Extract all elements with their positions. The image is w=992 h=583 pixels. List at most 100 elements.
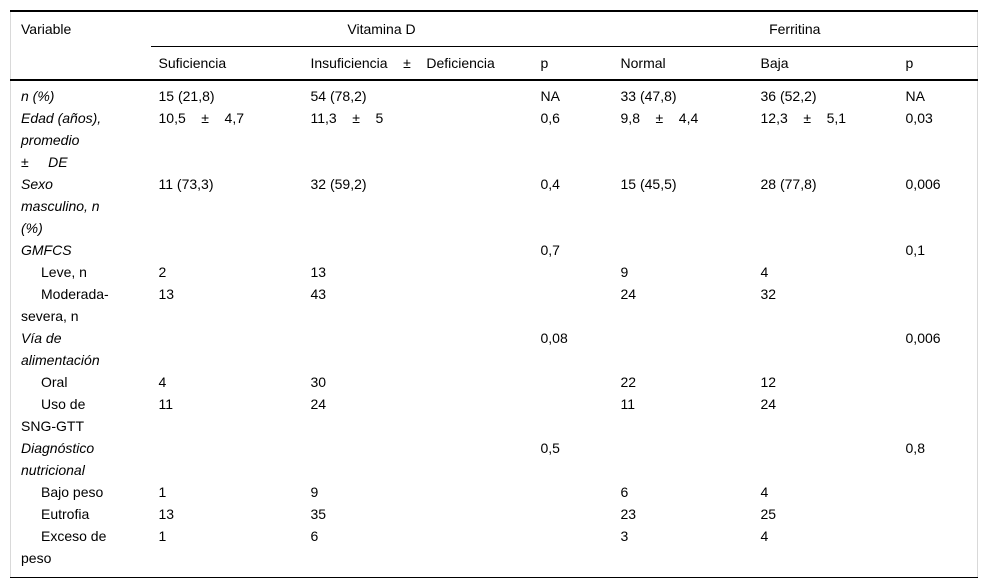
table-cell [533, 371, 613, 393]
table-cell: 0,006 [905, 176, 941, 192]
table-cell [613, 437, 753, 481]
table-cell: 6 [620, 484, 629, 500]
table-cell: 0,5 [540, 440, 560, 456]
table-cell [898, 283, 978, 327]
table-cell: 0,006 [905, 330, 941, 346]
table-cell: 10,5 ± 4,7 [158, 110, 245, 126]
table-cell: 24 [620, 286, 637, 302]
table-row: Leve, n 2 13 9 4 [11, 261, 978, 283]
table-row: Diagnóstico nutricional 0,5 0,8 [11, 437, 978, 481]
header-row-subcolumns: Suficiencia Insuficiencia ± Deficiencia … [11, 46, 978, 81]
table-cell [303, 437, 533, 481]
table-cell [898, 261, 978, 283]
table-cell: 13 [158, 286, 175, 302]
row-label: Diagnóstico nutricional [21, 440, 95, 478]
table-cell [303, 239, 533, 261]
row-label: n (%) [21, 88, 55, 104]
table-cell: 9 [620, 264, 629, 280]
table-cell [613, 239, 753, 261]
table-cell [753, 437, 898, 481]
table-cell: 9,8 ± 4,4 [620, 110, 699, 126]
row-label: Oral [41, 374, 68, 390]
table-cell [533, 261, 613, 283]
row-label: Exceso de peso [21, 528, 107, 566]
table-cell: 11 (73,3) [158, 176, 214, 192]
table-cell: 1 [158, 528, 167, 544]
table-cell [533, 503, 613, 525]
table-cell: 15 (45,5) [620, 176, 677, 192]
column-header-insuficiencia-deficiencia: Insuficiencia ± Deficiencia [302, 46, 533, 81]
column-header-p-ferritina: p [897, 46, 978, 81]
table-cell [533, 393, 613, 437]
table-row: Bajo peso 1 9 6 4 [11, 481, 978, 503]
table-cell: 11 [620, 396, 636, 412]
table-row: Vía de alimentación 0,08 0,006 [11, 327, 978, 371]
table-cell: 43 [310, 286, 327, 302]
table-cell [303, 327, 533, 371]
row-label: Leve, n [41, 264, 87, 280]
column-header-suficiencia: Suficiencia [150, 46, 303, 81]
table-cell: 33 (47,8) [620, 88, 677, 104]
table-cell [533, 525, 613, 578]
table-cell: 0,6 [540, 110, 560, 126]
table-cell: 4 [760, 528, 769, 544]
row-label: Uso de SNG-GTT [21, 396, 86, 434]
table-cell: 25 [760, 506, 777, 522]
table-row: Sexo masculino, n (%) 11 (73,3) 32 (59,2… [11, 173, 978, 239]
table-cell: 0,08 [540, 330, 568, 346]
column-header-normal: Normal [612, 46, 753, 81]
table-cell: 12,3 ± 5,1 [760, 110, 847, 126]
table-cell: 0,8 [905, 440, 925, 456]
page: Variable Vitamina D Ferritina Suficienci… [0, 10, 992, 583]
table-row: Oral 4 30 22 12 [11, 371, 978, 393]
table-cell [898, 371, 978, 393]
table-cell: 28 (77,8) [760, 176, 817, 192]
table-cell: 13 [158, 506, 175, 522]
table-cell: 4 [760, 264, 769, 280]
table-cell [898, 393, 978, 437]
table-cell [898, 525, 978, 578]
column-header-baja: Baja [752, 46, 898, 81]
table-cell: 12 [760, 374, 777, 390]
table-cell: 35 [310, 506, 327, 522]
table-cell: 0,03 [905, 110, 933, 126]
table-row: Edad (años), promedio ± DE 10,5 ± 4,7 11… [11, 107, 978, 173]
table-cell: 6 [310, 528, 319, 544]
row-label: Sexo masculino, n (%) [21, 176, 100, 236]
table-cell [533, 481, 613, 503]
row-label: Vía de alimentación [21, 330, 100, 368]
table-cell: 32 [760, 286, 777, 302]
table-cell: 0,7 [540, 242, 560, 258]
table-cell [151, 327, 303, 371]
clinical-table: Variable Vitamina D Ferritina Suficienci… [10, 10, 979, 578]
table-cell: 3 [620, 528, 629, 544]
table-cell: 4 [760, 484, 769, 500]
table-row: Moderada- severa, n 13 43 24 32 [11, 283, 978, 327]
table-cell: 0,4 [540, 176, 560, 192]
table-cell: 30 [310, 374, 327, 390]
table-cell [151, 437, 303, 481]
table-cell: 1 [158, 484, 167, 500]
column-group-vitamina-d: Vitamina D [150, 11, 613, 47]
column-group-ferritina: Ferritina [612, 11, 978, 47]
table-row: Exceso de peso 1 6 3 4 [11, 525, 978, 578]
table-cell: 24 [760, 396, 777, 412]
table-cell: 24 [310, 396, 327, 412]
table-cell: 32 (59,2) [310, 176, 367, 192]
table-row: Uso de SNG-GTT 11 24 11 24 [11, 393, 978, 437]
table-cell [613, 327, 753, 371]
table-cell: 15 (21,8) [158, 88, 215, 104]
table-cell: 23 [620, 506, 637, 522]
table-cell: 0,1 [905, 242, 925, 258]
column-header-p-vitamina: p [532, 46, 613, 81]
row-label: Edad (años), promedio ± DE [21, 110, 102, 170]
header-row-groups: Variable Vitamina D Ferritina [10, 11, 978, 81]
table-row: n (%) 15 (21,8) 54 (78,2) NA 33 (47,8) 3… [11, 80, 978, 107]
table-cell: NA [540, 88, 560, 104]
row-label: Eutrofia [41, 506, 90, 522]
table-cell: 22 [620, 374, 637, 390]
row-label: Bajo peso [41, 484, 104, 500]
table-cell: 11,3 ± 5 [310, 110, 384, 126]
table-cell [151, 239, 303, 261]
table-cell: 4 [158, 374, 167, 390]
